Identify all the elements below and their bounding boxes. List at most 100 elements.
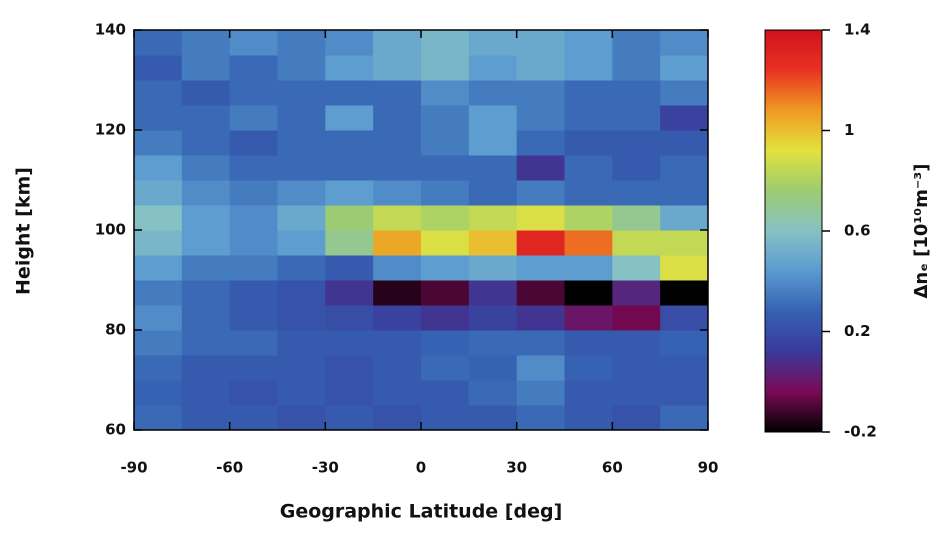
heat-cell — [277, 80, 326, 106]
heat-cell — [660, 330, 709, 356]
heat-cell — [516, 255, 565, 281]
heat-cell — [277, 105, 326, 131]
heat-cell — [660, 105, 709, 131]
heat-cell — [181, 380, 231, 406]
heat-cell — [134, 355, 183, 381]
heat-cell — [468, 280, 518, 306]
heat-cell — [564, 255, 613, 281]
heat-cell — [421, 355, 470, 381]
heat-cell — [373, 355, 422, 381]
heat-cell — [660, 130, 709, 156]
heat-cell — [229, 380, 278, 406]
heat-cell — [181, 55, 231, 81]
colorbar — [764, 29, 823, 433]
heat-cell — [421, 205, 470, 231]
heat-cell — [277, 380, 326, 406]
heat-cell — [564, 355, 613, 381]
heat-cell — [612, 180, 661, 206]
heat-cell — [660, 405, 709, 431]
heat-cell — [229, 30, 278, 56]
heat-cell — [373, 30, 422, 56]
heat-cell — [468, 255, 518, 281]
heat-cell — [421, 255, 470, 281]
x-tick-label: -30 — [312, 459, 339, 477]
heat-cell — [134, 305, 183, 331]
heat-cell — [564, 230, 613, 256]
heat-cell — [277, 180, 326, 206]
heat-cell — [516, 155, 565, 181]
heat-cell — [516, 105, 565, 131]
heat-cell — [564, 330, 613, 356]
heat-cell — [373, 280, 422, 306]
heat-cell — [181, 205, 231, 231]
heat-cell — [612, 80, 661, 106]
heat-cell — [229, 205, 278, 231]
heat-cell — [516, 80, 565, 106]
colorbar-tick-label: 1 — [844, 121, 854, 139]
heat-cell — [468, 205, 518, 231]
heat-cell — [373, 180, 422, 206]
colorbar-tick-label: 0.2 — [844, 322, 871, 340]
colorbar-tick-label: 0.6 — [844, 222, 871, 240]
heat-cell — [134, 130, 183, 156]
heat-cell — [564, 380, 613, 406]
heat-cell — [421, 155, 470, 181]
y-tick-label: 140 — [95, 21, 126, 39]
x-tick-label: -90 — [120, 459, 147, 477]
heat-cell — [134, 55, 183, 81]
heat-cell — [660, 355, 709, 381]
heat-cell — [373, 205, 422, 231]
heat-cell — [277, 330, 326, 356]
heat-cell — [468, 80, 518, 106]
heat-cell — [277, 355, 326, 381]
heat-cell — [660, 230, 709, 256]
heat-cell — [229, 305, 278, 331]
heat-cell — [373, 330, 422, 356]
y-tick-label: 100 — [95, 221, 126, 239]
heat-cell — [134, 205, 183, 231]
heat-cell — [660, 80, 709, 106]
heat-cell — [181, 355, 231, 381]
colorbar-label: Δnₑ [10¹⁰m⁻³] — [911, 163, 932, 298]
heat-cell — [229, 230, 278, 256]
heat-cell — [229, 280, 278, 306]
heat-cell — [134, 30, 183, 56]
heat-cell — [277, 155, 326, 181]
heat-cell — [516, 230, 565, 256]
heat-cell — [277, 55, 326, 81]
heat-cell — [516, 180, 565, 206]
heat-cell — [277, 30, 326, 56]
heat-cell — [660, 55, 709, 81]
heat-cell — [325, 55, 374, 81]
heat-cell — [373, 405, 422, 431]
heat-cell — [277, 255, 326, 281]
heat-cell — [181, 255, 231, 281]
heat-cell — [516, 380, 565, 406]
y-tick-label: 60 — [105, 421, 126, 439]
x-tick-label: -60 — [216, 459, 243, 477]
heat-cell — [134, 280, 183, 306]
heat-cell — [468, 30, 518, 56]
heat-cell — [660, 280, 709, 306]
heat-cell — [373, 55, 422, 81]
heat-cell — [421, 80, 470, 106]
heat-cell — [468, 55, 518, 81]
heat-cell — [277, 205, 326, 231]
heat-cell — [660, 205, 709, 231]
heat-cell — [134, 405, 183, 431]
heat-cell — [277, 130, 326, 156]
heat-cell — [229, 405, 278, 431]
heat-cell — [516, 30, 565, 56]
heat-cell — [516, 130, 565, 156]
heat-cell — [421, 55, 470, 81]
heat-cell — [277, 305, 326, 331]
heat-cell — [564, 155, 613, 181]
heat-cell — [612, 55, 661, 81]
heat-cell — [325, 255, 374, 281]
heat-cell — [564, 305, 613, 331]
heat-cell — [564, 280, 613, 306]
heat-cell — [325, 180, 374, 206]
heat-cell — [468, 130, 518, 156]
heat-cell — [181, 305, 231, 331]
heat-cell — [373, 130, 422, 156]
